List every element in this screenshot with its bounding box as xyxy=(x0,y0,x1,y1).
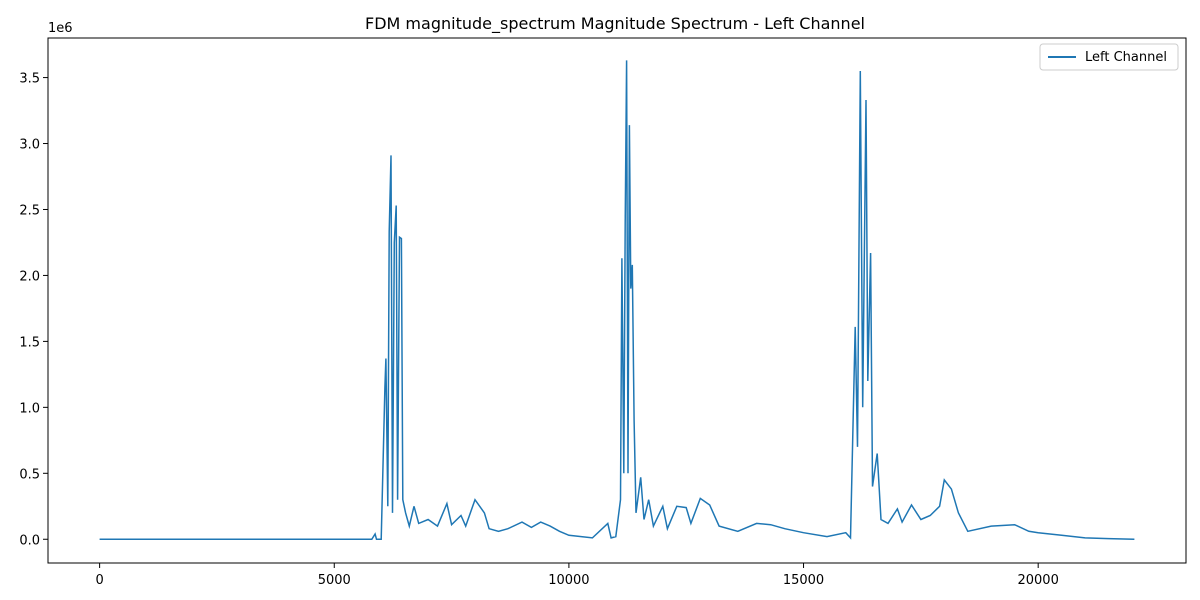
y-tick-label: 1.5 xyxy=(19,335,40,350)
y-tick-label: 0.5 xyxy=(19,467,40,482)
y-axis: 0.0 0.5 1.0 1.5 2.0 2.5 3.0 3.5 xyxy=(19,72,48,548)
x-tick-label: 15000 xyxy=(783,573,824,588)
x-tick-label: 0 xyxy=(95,573,103,588)
y-tick-label: 0.0 xyxy=(19,533,40,548)
plot-frame xyxy=(47,37,1187,564)
legend-box xyxy=(1039,43,1179,71)
plot-area xyxy=(47,37,1187,564)
y-tick-label: 2.0 xyxy=(19,269,40,284)
y-tick-label: 3.0 xyxy=(19,138,40,153)
y-offset-label: 1e6 xyxy=(48,21,73,36)
y-tick-label: 1.0 xyxy=(19,401,40,416)
chart-title: FDM magnitude_spectrum Magnitude Spectru… xyxy=(365,14,865,34)
y-tick-label: 3.5 xyxy=(19,72,40,87)
x-tick-label: 10000 xyxy=(548,573,589,588)
series-line-left-channel xyxy=(99,60,1135,541)
x-axis: 0 5000 10000 15000 20000 xyxy=(95,563,1059,588)
legend: Left Channel xyxy=(1039,43,1179,71)
x-tick-label: 20000 xyxy=(1017,573,1058,588)
y-tick-label: 2.5 xyxy=(19,203,40,218)
legend-label: Left Channel xyxy=(1085,50,1167,65)
x-tick-label: 5000 xyxy=(318,573,351,588)
